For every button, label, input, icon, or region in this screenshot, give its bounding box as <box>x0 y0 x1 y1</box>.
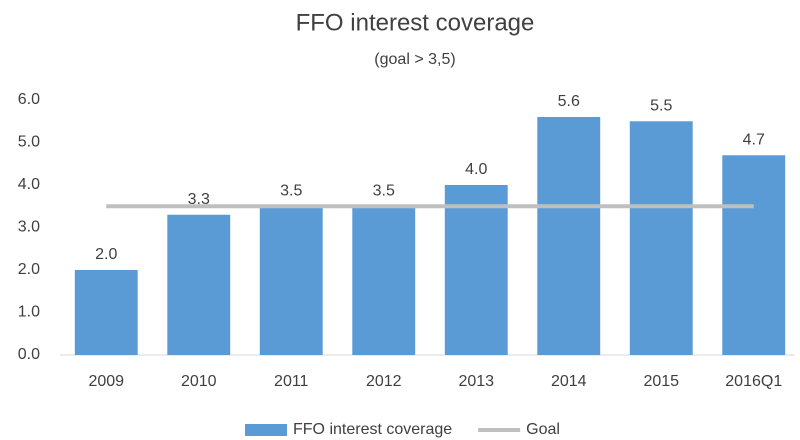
data-label: 4.0 <box>465 161 487 178</box>
bar <box>74 270 138 355</box>
data-label: 3.3 <box>188 191 210 208</box>
x-tick-label: 2014 <box>551 373 587 390</box>
legend-swatch <box>245 424 287 436</box>
bar <box>259 206 323 355</box>
data-label: 5.5 <box>650 97 672 114</box>
data-label: 3.5 <box>373 182 395 199</box>
legend-label: FFO interest coverage <box>293 421 452 438</box>
y-tick-label: 3.0 <box>18 219 40 236</box>
data-label: 2.0 <box>95 246 117 263</box>
x-tick-label: 2010 <box>181 373 217 390</box>
bar <box>444 185 508 355</box>
bar <box>352 206 416 355</box>
legend-label: Goal <box>526 421 560 438</box>
y-tick-label: 0.0 <box>18 346 40 363</box>
bar <box>167 214 231 355</box>
y-tick-label: 2.0 <box>18 261 40 278</box>
y-tick-label: 4.0 <box>18 176 40 193</box>
data-label: 5.6 <box>558 93 580 110</box>
data-label: 4.7 <box>743 131 765 148</box>
x-tick-label: 2009 <box>88 373 124 390</box>
x-tick-label: 2011 <box>274 373 309 390</box>
chart-title: FFO interest coverage <box>296 9 535 36</box>
bar <box>629 121 693 355</box>
y-tick-label: 5.0 <box>18 134 40 151</box>
x-tick-label: 2016Q1 <box>725 373 782 390</box>
x-tick-label: 2015 <box>643 373 679 390</box>
data-label: 3.5 <box>280 182 302 199</box>
y-tick-label: 6.0 <box>18 91 40 108</box>
chart-subtitle: (goal > 3,5) <box>374 51 455 68</box>
y-tick-label: 1.0 <box>18 304 40 321</box>
x-tick-label: 2013 <box>458 373 494 390</box>
x-tick-label: 2012 <box>366 373 402 390</box>
bar <box>722 155 786 355</box>
bar <box>537 117 601 355</box>
